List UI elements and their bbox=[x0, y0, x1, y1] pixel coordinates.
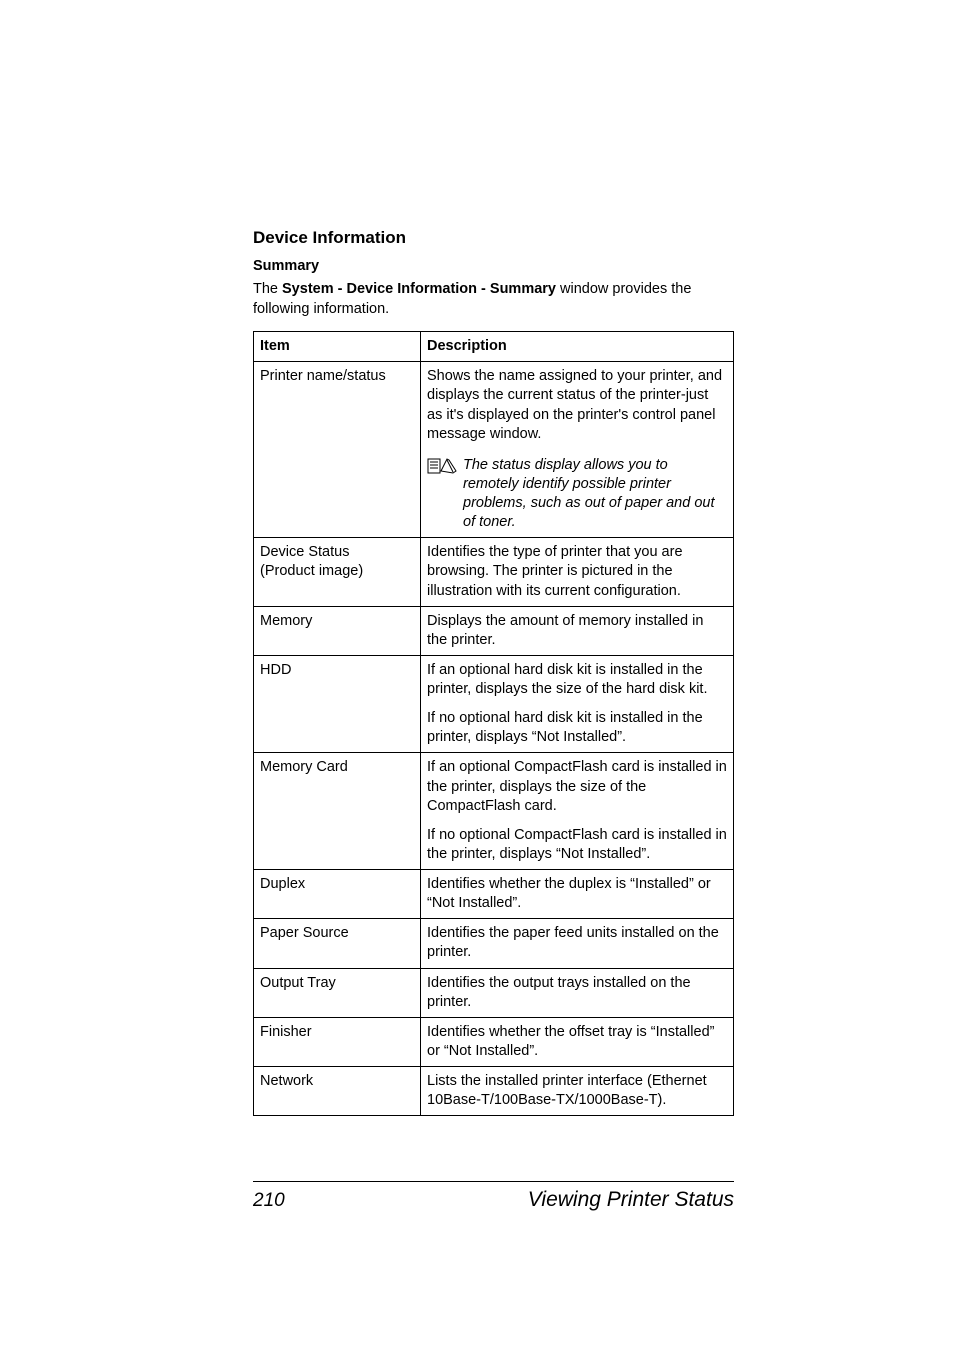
table-row: Duplex Identifies whether the duplex is … bbox=[254, 870, 734, 919]
table-row: HDD If an optional hard disk kit is inst… bbox=[254, 655, 734, 753]
cell-desc: Displays the amount of memory installed … bbox=[421, 606, 734, 655]
cell-desc: Identifies whether the offset tray is “I… bbox=[421, 1017, 734, 1066]
cell-desc: If an optional CompactFlash card is inst… bbox=[421, 753, 734, 870]
cell-item: Duplex bbox=[254, 870, 421, 919]
desc-text-extra: If no optional hard disk kit is installe… bbox=[427, 709, 727, 747]
table-row: Network Lists the installed printer inte… bbox=[254, 1067, 734, 1116]
footer-line bbox=[253, 1181, 734, 1182]
header-item: Item bbox=[254, 332, 421, 362]
table-row: Memory Displays the amount of memory ins… bbox=[254, 606, 734, 655]
cell-item: Output Tray bbox=[254, 968, 421, 1017]
page: Device Information Summary The System - … bbox=[0, 0, 954, 1350]
intro-prefix: The bbox=[253, 281, 282, 297]
cell-item: Paper Source bbox=[254, 919, 421, 968]
cell-item: Memory bbox=[254, 606, 421, 655]
header-desc: Description bbox=[421, 332, 734, 362]
table-row: Finisher Identifies whether the offset t… bbox=[254, 1017, 734, 1066]
footer: 210 Viewing Printer Status bbox=[253, 1181, 734, 1212]
cell-desc: Shows the name assigned to your printer,… bbox=[421, 362, 734, 538]
desc-text: Shows the name assigned to your printer,… bbox=[427, 367, 727, 444]
table-row: Output Tray Identifies the output trays … bbox=[254, 968, 734, 1017]
desc-text: If an optional hard disk kit is installe… bbox=[427, 661, 727, 699]
cell-desc: Identifies whether the duplex is “Instal… bbox=[421, 870, 734, 919]
table-row: Printer name/status Shows the name assig… bbox=[254, 362, 734, 538]
cell-item: Finisher bbox=[254, 1017, 421, 1066]
cell-desc: If an optional hard disk kit is installe… bbox=[421, 655, 734, 753]
intro-bold: System - Device Information - Summary bbox=[282, 281, 556, 297]
table-header-row: Item Description bbox=[254, 332, 734, 362]
info-table: Item Description Printer name/status Sho… bbox=[253, 331, 734, 1116]
cell-item: Printer name/status bbox=[254, 362, 421, 538]
intro-paragraph: The System - Device Information - Summar… bbox=[253, 280, 734, 319]
footer-title: Viewing Printer Status bbox=[528, 1188, 734, 1212]
cell-desc: Lists the installed printer interface (E… bbox=[421, 1067, 734, 1116]
cell-desc: Identifies the type of printer that you … bbox=[421, 538, 734, 606]
table-row: Memory Card If an optional CompactFlash … bbox=[254, 753, 734, 870]
sub-heading: Summary bbox=[253, 258, 734, 274]
desc-text-extra: If no optional CompactFlash card is inst… bbox=[427, 826, 727, 864]
cell-item: Memory Card bbox=[254, 753, 421, 870]
table-row: Device Status (Product image) Identifies… bbox=[254, 538, 734, 606]
cell-item-line1: Device Status bbox=[260, 543, 414, 562]
desc-text: If an optional CompactFlash card is inst… bbox=[427, 758, 727, 815]
footer-row: 210 Viewing Printer Status bbox=[253, 1188, 734, 1212]
note-icon bbox=[427, 457, 457, 481]
section-heading: Device Information bbox=[253, 228, 734, 248]
cell-item: Network bbox=[254, 1067, 421, 1116]
cell-desc: Identifies the paper feed units installe… bbox=[421, 919, 734, 968]
cell-desc: Identifies the output trays installed on… bbox=[421, 968, 734, 1017]
note-text: The status display allows you to remotel… bbox=[463, 456, 727, 533]
note-row: The status display allows you to remotel… bbox=[427, 456, 727, 533]
cell-item: Device Status (Product image) bbox=[254, 538, 421, 606]
cell-item-line2: (Product image) bbox=[260, 562, 414, 581]
page-number: 210 bbox=[253, 1190, 285, 1212]
cell-item: HDD bbox=[254, 655, 421, 753]
table-row: Paper Source Identifies the paper feed u… bbox=[254, 919, 734, 968]
